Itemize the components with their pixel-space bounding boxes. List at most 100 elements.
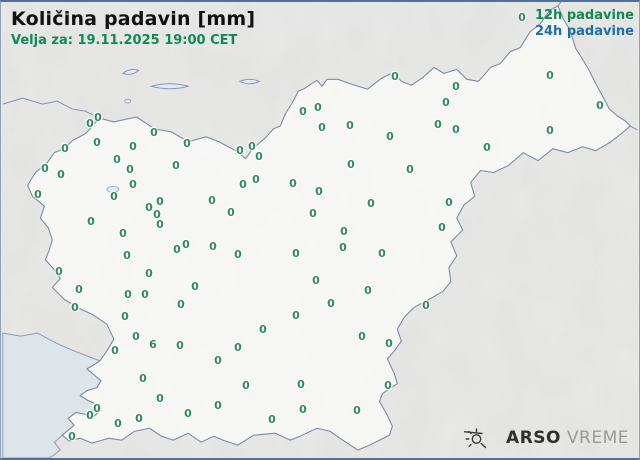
station-value: 0: [236, 143, 244, 157]
station-value: 0: [156, 217, 164, 231]
station-value: 0: [292, 246, 300, 260]
station-value: 0: [268, 412, 276, 426]
station-value: 0: [312, 273, 320, 287]
station-value: 0: [75, 282, 83, 296]
station-value: 0: [386, 129, 394, 143]
vreme-text: VREME: [566, 428, 629, 448]
station-value: 0: [234, 247, 242, 261]
arso-vreme-branding: ARSO VREME: [464, 426, 629, 450]
station-value: 0: [596, 98, 604, 112]
station-value: 0: [378, 246, 386, 260]
station-value: 0: [86, 116, 94, 130]
legend-24h-label[interactable]: 24h padavine: [534, 23, 634, 39]
station-value: 0: [141, 287, 149, 301]
station-value: 0: [172, 158, 180, 172]
station-value: 0: [93, 135, 101, 149]
station-value: 0: [347, 157, 355, 171]
arso-text: ARSO: [506, 428, 561, 448]
station-value: 0: [173, 242, 181, 256]
station-value: 0: [546, 123, 554, 137]
station-value: 0: [242, 378, 250, 392]
station-value: 0: [227, 205, 235, 219]
legend-12h-label[interactable]: 12h padavine: [534, 8, 634, 23]
station-value: 0: [391, 69, 399, 83]
station-value: 0: [71, 300, 79, 314]
lake-woerther: [149, 83, 191, 90]
station-value: 0: [353, 403, 361, 417]
station-value: 0: [177, 297, 185, 311]
station-value: 0: [183, 136, 191, 150]
station-value: 0: [87, 214, 95, 228]
station-value: 0: [384, 378, 392, 392]
valid-time-label: Velja za: 19.11.2025 19:00 CET: [11, 33, 238, 48]
station-value: 0: [438, 220, 446, 234]
station-value: 0: [113, 152, 121, 166]
station-value: 0: [93, 401, 101, 415]
station-value: 0: [191, 279, 199, 293]
station-value: 0: [61, 141, 69, 155]
station-value: 0: [442, 95, 450, 109]
station-value: 0: [145, 266, 153, 280]
legend: 12h padavine 24h padavine: [535, 8, 634, 39]
station-value: 0: [86, 408, 94, 422]
station-value: 0: [340, 224, 348, 238]
station-value: 0: [483, 140, 491, 154]
station-value: 0: [153, 207, 161, 221]
station-value: 0: [119, 226, 127, 240]
station-value: 0: [259, 322, 267, 336]
station-value: 0: [314, 100, 322, 114]
station-value: 0: [309, 206, 317, 220]
station-value: 0: [406, 162, 414, 176]
station-value: 0: [297, 377, 305, 391]
station-value: 0: [124, 287, 132, 301]
station-value: 0: [110, 189, 118, 203]
station-value: 0: [299, 104, 307, 118]
station-value: 0: [214, 353, 222, 367]
station-value: 6: [149, 337, 157, 351]
station-value: 0: [208, 193, 216, 207]
station-value: 0: [55, 264, 63, 278]
station-value: 0: [129, 177, 137, 191]
station-value: 0: [445, 195, 453, 209]
station-value: 0: [184, 406, 192, 420]
slovenia-border: [27, 5, 631, 451]
station-value: 0: [248, 139, 256, 153]
station-value: 0: [123, 248, 131, 262]
station-value: 0: [94, 110, 102, 124]
station-value: 0: [135, 411, 143, 425]
station-value: 0: [121, 309, 129, 323]
station-value: 0: [385, 336, 393, 350]
station-value: 0: [518, 10, 526, 24]
station-value: 0: [292, 308, 300, 322]
station-value: 0: [126, 162, 134, 176]
border-austria-hungary: [557, 2, 562, 7]
station-value: 0: [68, 429, 76, 443]
station-value: 0: [111, 343, 119, 357]
border-italy-austria: [2, 97, 100, 119]
station-value: 0: [57, 167, 65, 181]
station-value: 0: [132, 329, 140, 343]
lake-cerknica: [106, 185, 120, 193]
station-value: 0: [299, 402, 307, 416]
station-value: 0: [252, 172, 260, 186]
sun-sketch-icon: [464, 428, 487, 449]
station-value: 0: [214, 398, 222, 412]
lake-faaker: [238, 78, 261, 85]
station-value: 0: [289, 176, 297, 190]
station-value: 0: [358, 329, 366, 343]
station-value: 0: [255, 149, 263, 163]
station-value: 0: [434, 117, 442, 131]
station-value: 0: [34, 187, 42, 201]
station-value: 0: [422, 298, 430, 312]
station-value: 0: [139, 371, 147, 385]
station-value: 0: [209, 239, 217, 253]
station-value: 0: [176, 338, 184, 352]
header: Količina padavin [mm] Velja za: 19.11.20…: [11, 8, 255, 48]
station-value: 0: [452, 79, 460, 93]
station-value: 0: [156, 391, 164, 405]
station-value: 0: [145, 200, 153, 214]
station-value: 0: [327, 296, 335, 310]
station-value: 0: [315, 184, 323, 198]
